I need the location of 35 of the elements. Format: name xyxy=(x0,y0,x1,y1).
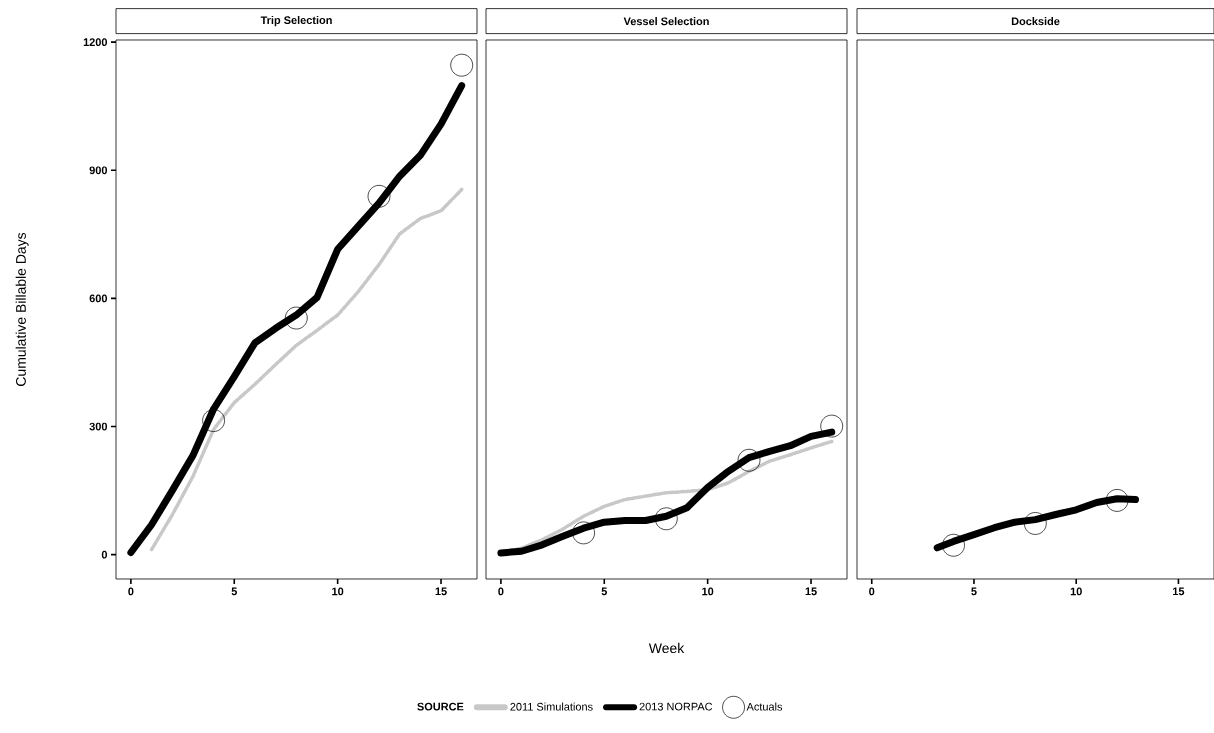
point xyxy=(202,409,225,432)
x-tick-label: 15 xyxy=(805,587,817,596)
x-tick-label: 0 xyxy=(498,587,504,596)
point xyxy=(572,521,595,545)
x-tick-label: 10 xyxy=(332,587,344,596)
chart-title: Vessel Selection xyxy=(623,17,709,26)
x-tick-label: 10 xyxy=(702,587,714,596)
legend-label: 2013 NORPAC xyxy=(639,702,713,711)
legend-title: SOURCE xyxy=(417,702,464,711)
y-axis-title: Cumulative Billable Days xyxy=(15,232,29,386)
x-tick-label: 10 xyxy=(1070,587,1082,596)
x-axis-title: Week xyxy=(648,642,685,654)
point xyxy=(284,306,308,330)
y-tick-label: 1200 xyxy=(83,38,108,47)
y-tick-label: 0 xyxy=(101,550,108,559)
x-tick-label: 0 xyxy=(869,587,875,596)
x-tick-label: 15 xyxy=(1173,587,1185,596)
point xyxy=(737,448,761,472)
chart-title: Dockside xyxy=(1011,17,1060,26)
x-tick-label: 5 xyxy=(231,587,237,596)
point xyxy=(367,184,391,208)
x-tick-label: 0 xyxy=(128,587,134,596)
y-tick-label: 300 xyxy=(89,422,108,431)
chart-title: Trip Selection xyxy=(260,16,332,27)
x-tick-label: 15 xyxy=(435,587,447,596)
point xyxy=(654,507,678,531)
line-series xyxy=(149,187,464,552)
x-tick-label: 5 xyxy=(971,587,977,596)
point xyxy=(820,414,844,438)
legend-label: Actuals xyxy=(746,702,783,711)
point xyxy=(450,53,474,77)
x-tick-label: 5 xyxy=(601,587,608,596)
y-tick-label: 600 xyxy=(89,294,108,303)
y-tick-label: 900 xyxy=(89,166,108,175)
legend-label: 2011 Simulations xyxy=(510,702,593,711)
